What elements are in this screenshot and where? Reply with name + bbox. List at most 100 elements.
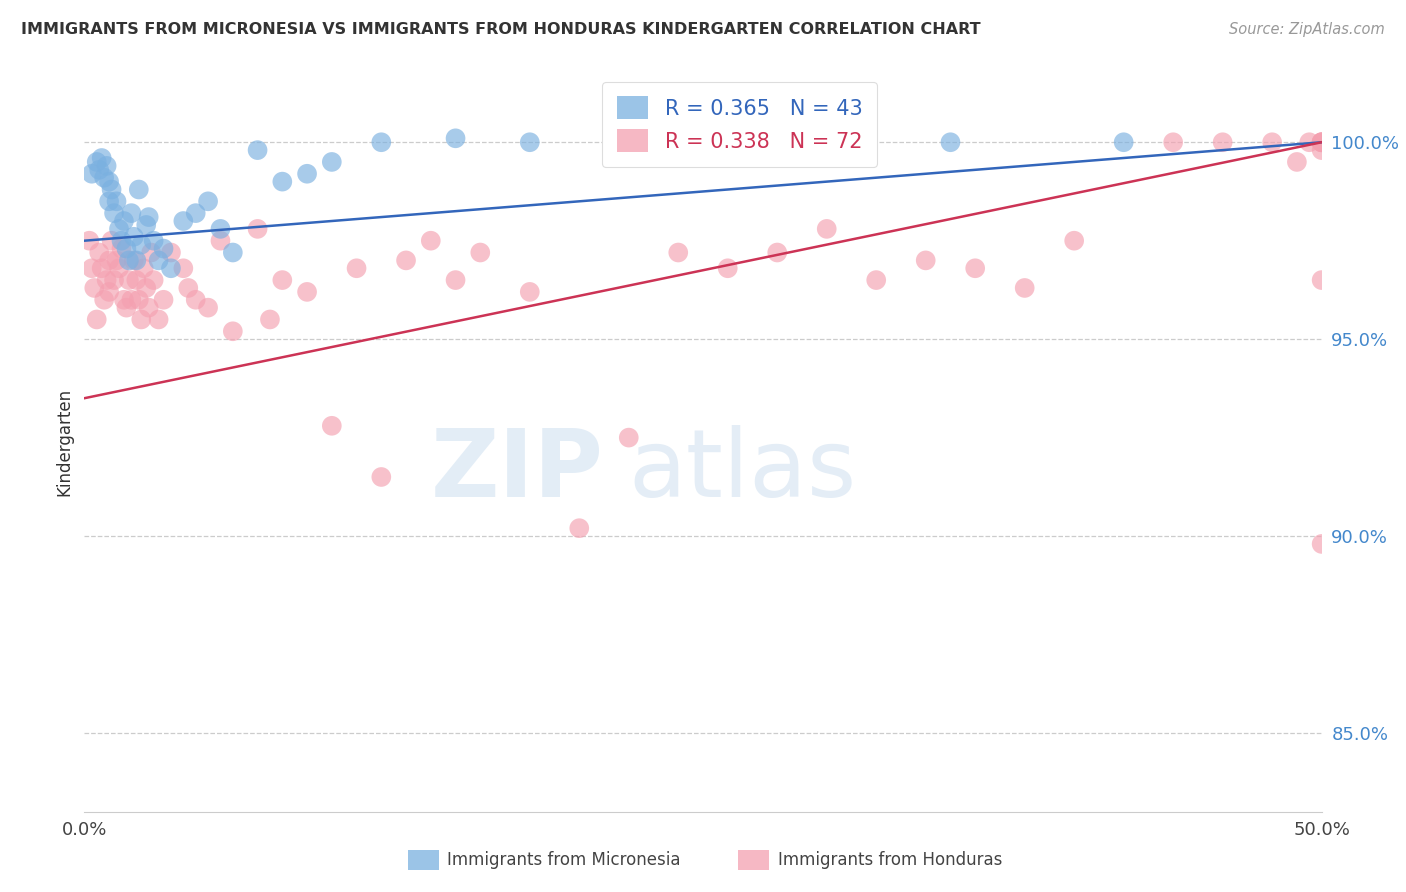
Point: [666, 245, 689, 260]
Point: [717, 261, 740, 276]
Point: [1285, 155, 1308, 169]
Point: [246, 143, 269, 157]
Point: [112, 214, 135, 228]
Point: [128, 293, 150, 307]
Point: [259, 312, 281, 326]
Point: [1310, 537, 1333, 551]
Point: [138, 301, 160, 315]
Point: [125, 253, 148, 268]
Point: [1212, 135, 1234, 149]
Point: [108, 222, 131, 236]
Point: [96, 159, 118, 173]
Point: [1298, 135, 1320, 149]
Point: [346, 261, 368, 276]
Point: [766, 135, 789, 149]
Point: [321, 418, 343, 433]
Point: [419, 234, 441, 248]
Point: [519, 285, 541, 299]
Point: [80, 167, 103, 181]
Point: [129, 312, 152, 326]
Point: [815, 222, 838, 236]
Point: [184, 206, 207, 220]
Point: [132, 261, 155, 276]
Point: [110, 234, 132, 248]
Point: [115, 301, 138, 315]
Point: [100, 182, 122, 196]
Point: [370, 135, 392, 149]
Point: [209, 222, 232, 236]
Point: [125, 273, 148, 287]
Point: [470, 245, 492, 260]
Point: [152, 293, 174, 307]
Point: [177, 281, 200, 295]
Point: [89, 162, 111, 177]
Point: [965, 261, 987, 276]
Point: [1310, 135, 1333, 149]
Point: [135, 281, 157, 295]
Point: [103, 273, 125, 287]
Point: [120, 206, 142, 220]
Legend: R = 0.365   N = 43, R = 0.338   N = 72: R = 0.365 N = 43, R = 0.338 N = 72: [602, 82, 877, 167]
Point: [122, 253, 145, 268]
Point: [103, 206, 125, 220]
Point: [617, 431, 640, 445]
Point: [1310, 135, 1333, 149]
Point: [105, 253, 128, 268]
Point: [184, 293, 207, 307]
Point: [617, 135, 640, 149]
Y-axis label: Kindergarten: Kindergarten: [55, 387, 73, 496]
Point: [1014, 281, 1036, 295]
Point: [295, 167, 318, 181]
Point: [105, 194, 128, 209]
Point: [98, 285, 121, 299]
Point: [1310, 135, 1333, 149]
Point: [865, 273, 887, 287]
Point: [100, 234, 122, 248]
Point: [160, 245, 183, 260]
Point: [1261, 135, 1284, 149]
Point: [321, 155, 343, 169]
Point: [1161, 135, 1184, 149]
Point: [128, 182, 150, 196]
Point: [271, 175, 294, 189]
Point: [96, 273, 118, 287]
Point: [142, 234, 165, 248]
Point: [89, 245, 111, 260]
Point: [122, 229, 145, 244]
Text: Immigrants from Honduras: Immigrants from Honduras: [778, 851, 1002, 869]
Point: [90, 151, 112, 165]
Point: [93, 170, 115, 185]
Point: [1310, 135, 1333, 149]
Point: [160, 261, 183, 276]
Point: [98, 175, 121, 189]
Text: Immigrants from Micronesia: Immigrants from Micronesia: [447, 851, 681, 869]
Point: [108, 261, 131, 276]
Point: [172, 214, 194, 228]
Point: [395, 253, 418, 268]
Point: [914, 253, 936, 268]
Point: [1310, 273, 1333, 287]
Point: [135, 218, 157, 232]
Point: [148, 253, 170, 268]
Point: [148, 312, 170, 326]
Point: [766, 245, 789, 260]
Point: [939, 135, 962, 149]
Point: [197, 194, 219, 209]
Point: [209, 234, 232, 248]
Text: Source: ZipAtlas.com: Source: ZipAtlas.com: [1229, 22, 1385, 37]
Point: [271, 273, 294, 287]
Point: [519, 135, 541, 149]
Point: [222, 324, 245, 338]
Point: [1063, 234, 1085, 248]
Point: [141, 245, 163, 260]
Point: [568, 521, 591, 535]
Point: [80, 261, 103, 276]
Point: [118, 253, 141, 268]
Text: IMMIGRANTS FROM MICRONESIA VS IMMIGRANTS FROM HONDURAS KINDERGARTEN CORRELATION : IMMIGRANTS FROM MICRONESIA VS IMMIGRANTS…: [21, 22, 981, 37]
Point: [129, 237, 152, 252]
Text: ZIP: ZIP: [432, 425, 605, 517]
Point: [295, 285, 318, 299]
Point: [222, 245, 245, 260]
Point: [246, 222, 269, 236]
Point: [115, 242, 138, 256]
